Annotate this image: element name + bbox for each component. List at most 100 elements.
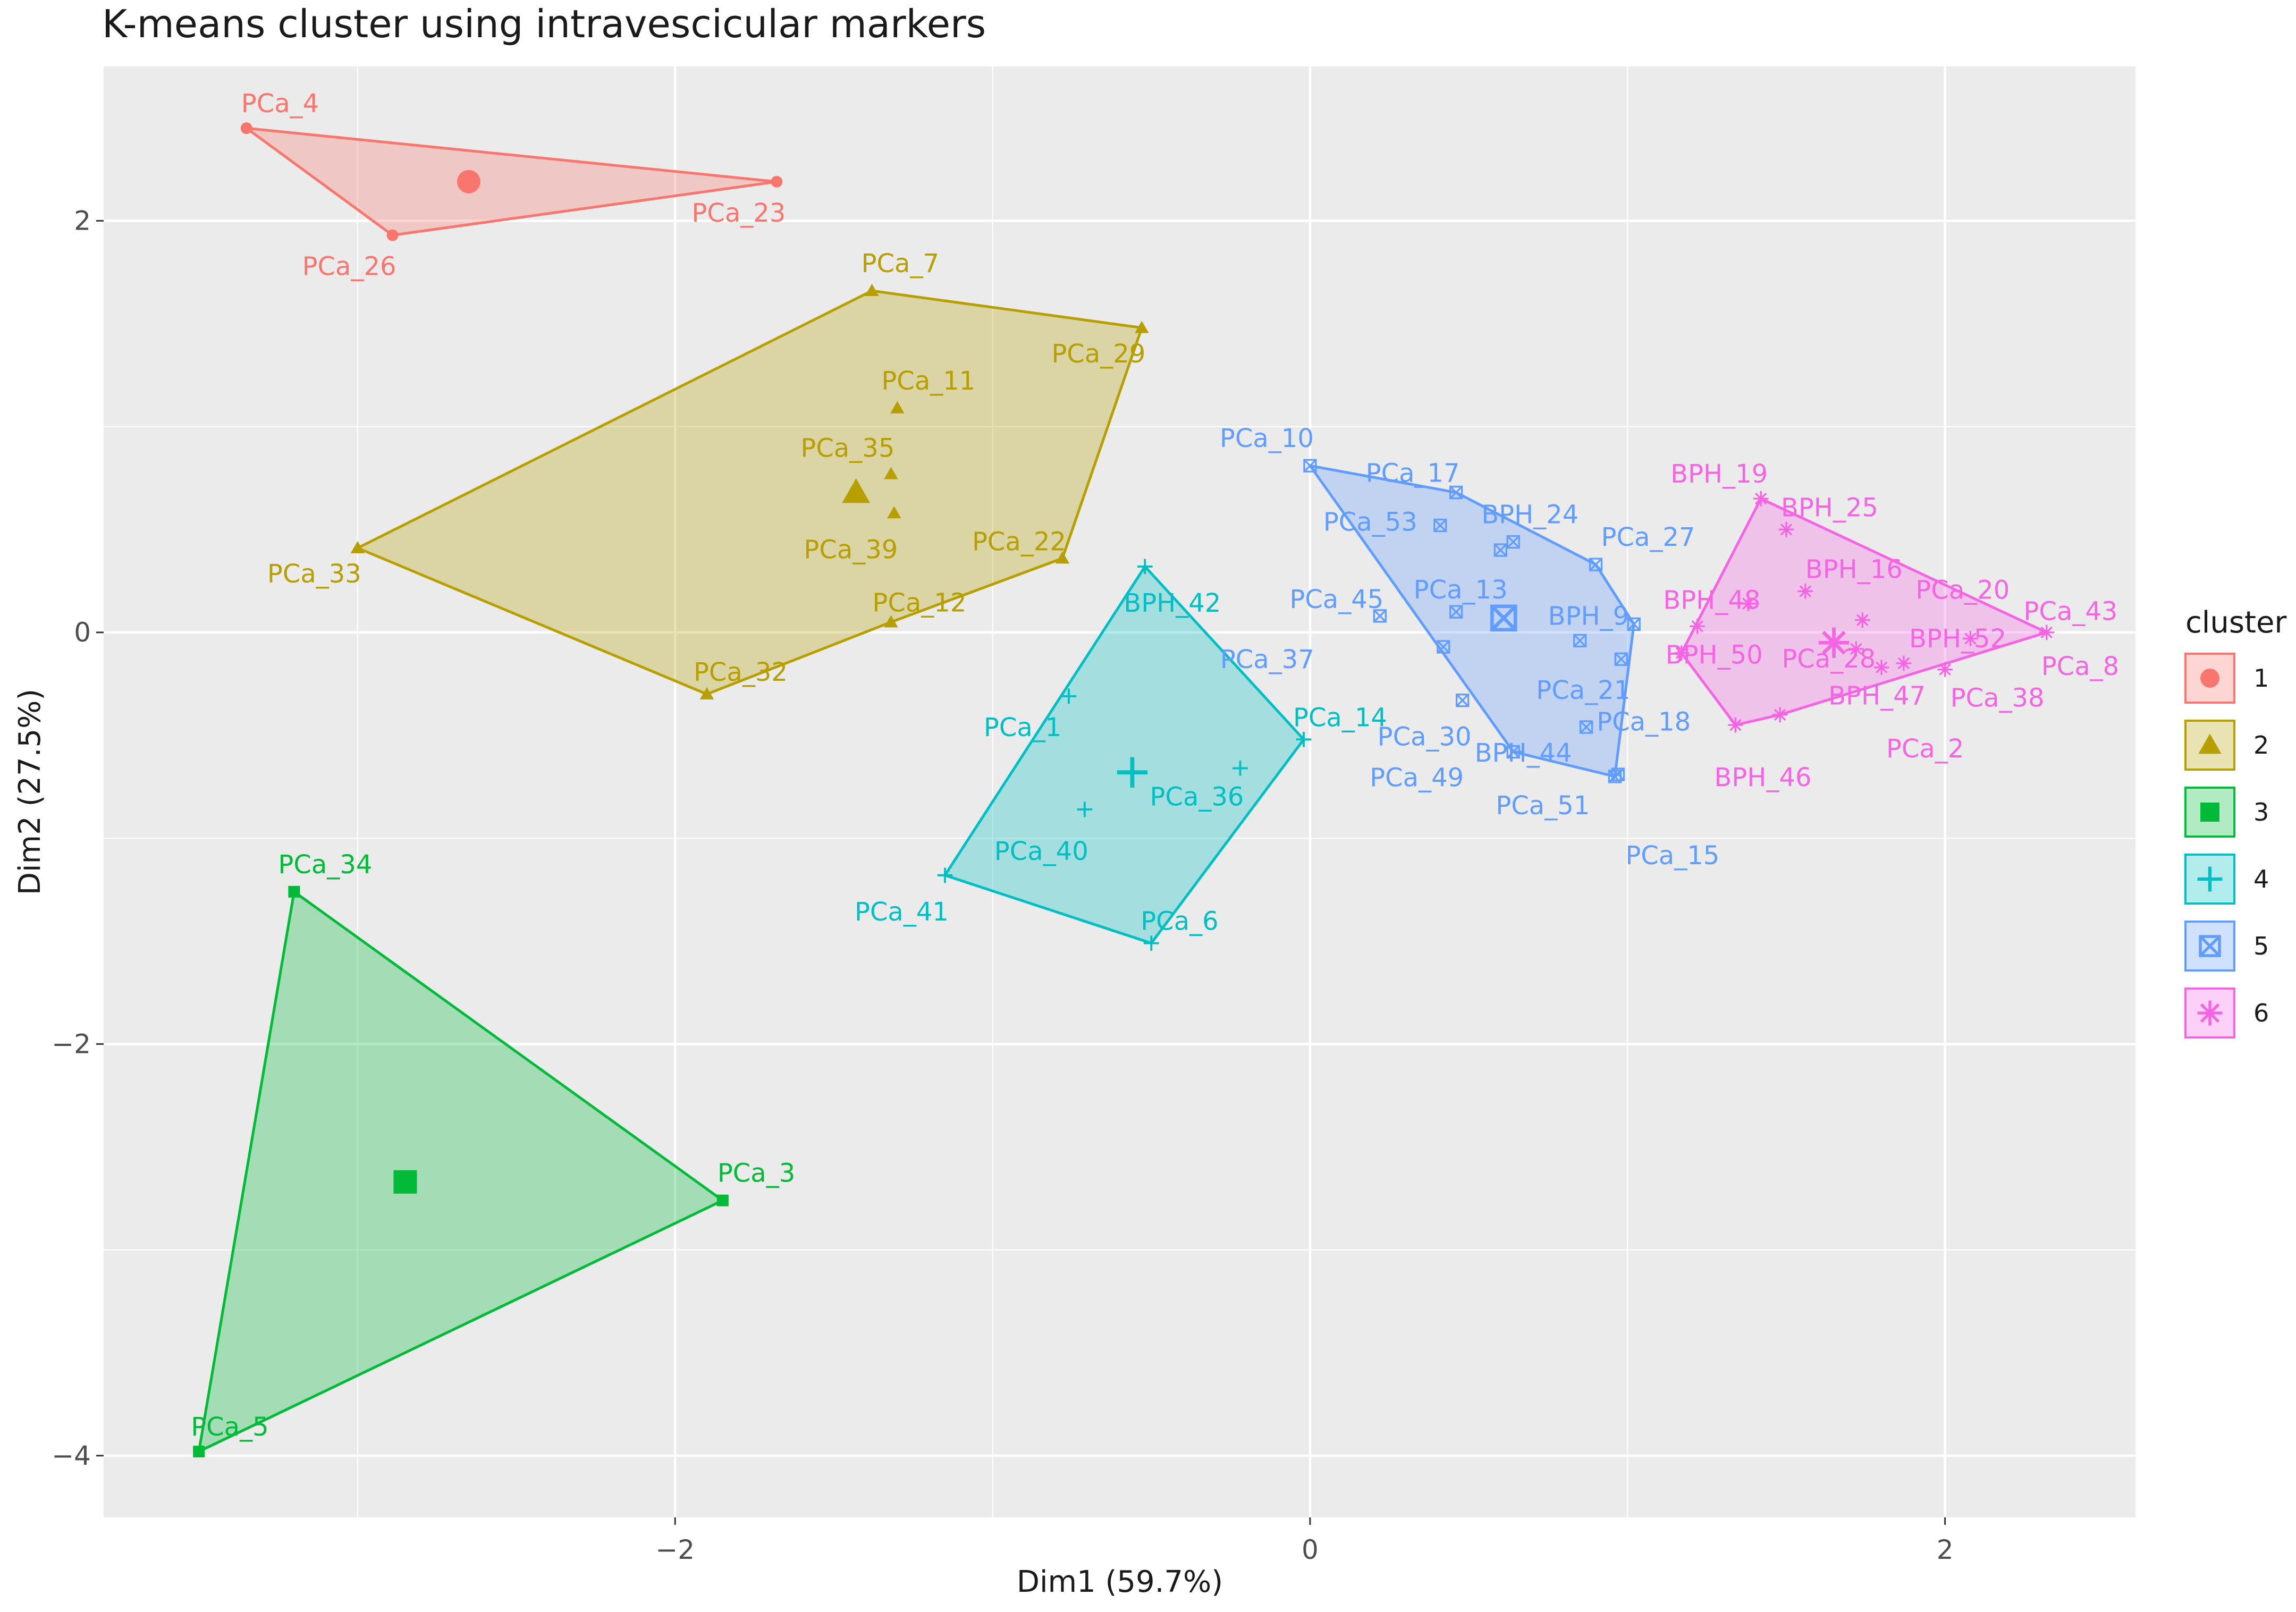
data-point <box>1077 801 1093 817</box>
point-label: BPH_16 <box>1805 554 1903 584</box>
data-point <box>1937 662 1953 677</box>
data-point <box>1896 655 1912 671</box>
data-point <box>1135 320 1149 333</box>
point-label: BPH_25 <box>1781 493 1878 522</box>
data-point <box>1143 935 1159 951</box>
x-axis-title: Dim1 (59.7%) <box>1017 1565 1223 1599</box>
legend-marker-6 <box>2197 1000 2223 1026</box>
point-labels: PCa_4 PCa_23 PCa_26 PCa_7 PCa_29 PCa_11 PCa_35… <box>191 89 2119 1442</box>
legend-key-2 <box>2184 720 2235 771</box>
legend-label-5: 5 <box>2253 932 2269 960</box>
point-label: BPH_47 <box>1828 681 1926 711</box>
legend-marker-5 <box>2199 935 2221 957</box>
y-tick-label: −2 <box>52 1028 91 1059</box>
data-point <box>1437 640 1450 654</box>
legend-marker-1 <box>2200 669 2219 688</box>
data-point <box>1614 652 1628 666</box>
data-point <box>1573 634 1587 648</box>
chart-title: K-means cluster using intravescicular ma… <box>102 2 986 46</box>
point-label: PCa_11 <box>881 366 975 396</box>
data-point <box>699 687 714 699</box>
data-point <box>1433 518 1447 533</box>
data-point <box>884 467 898 479</box>
point-label: PCa_23 <box>691 198 786 228</box>
data-point <box>1579 720 1593 734</box>
x-tick-label: 2 <box>1937 1534 1954 1565</box>
point-label: PCa_37 <box>1220 645 1314 674</box>
point-label: PCa_33 <box>267 559 361 589</box>
data-point <box>1854 612 1870 628</box>
cluster-center-6 <box>1818 627 1850 658</box>
point-label: PCa_53 <box>1323 508 1417 537</box>
point-label: PCa_22 <box>972 527 1066 556</box>
data-point <box>1797 584 1813 599</box>
data-point <box>1055 551 1070 564</box>
point-label: PCa_39 <box>804 535 898 564</box>
point-label: PCa_14 <box>1293 703 1387 732</box>
data-point <box>1873 660 1889 676</box>
cluster-center-1 <box>457 170 480 193</box>
point-label: BPH_44 <box>1475 738 1572 768</box>
data-point <box>288 885 300 898</box>
point-label: PCa_3 <box>718 1159 795 1188</box>
data-point <box>1778 521 1794 537</box>
data-point <box>1772 707 1788 723</box>
legend-label-4: 4 <box>2253 865 2269 893</box>
data-point <box>1963 631 1978 646</box>
point-label: BPH_42 <box>1124 588 1221 618</box>
point-label: PCa_17 <box>1366 459 1460 488</box>
point-label: BPH_24 <box>1481 500 1578 530</box>
cluster-center-5 <box>1490 604 1517 632</box>
point-label: PCa_4 <box>241 89 319 119</box>
point-label: PCa_8 <box>2041 652 2119 681</box>
point-label: PCa_40 <box>994 837 1088 866</box>
point-label: PCa_29 <box>1051 339 1145 369</box>
data-point <box>887 506 901 519</box>
point-label: PCa_2 <box>1886 734 1964 764</box>
point-label: PCa_20 <box>1915 576 2010 605</box>
point-label: PCa_38 <box>1951 683 2045 713</box>
point-label: PCa_43 <box>2023 597 2117 627</box>
data-point <box>1690 618 1705 634</box>
data-point <box>350 541 365 554</box>
point-label: PCa_35 <box>800 434 894 463</box>
y-tick-label: 2 <box>74 205 91 236</box>
point-label: PCa_5 <box>191 1412 268 1442</box>
x-tick-label: 0 <box>1302 1534 1319 1565</box>
point-label: PCa_34 <box>278 850 372 880</box>
data-point <box>1296 731 1312 747</box>
plot-panel <box>104 66 2135 1517</box>
point-label: PCa_27 <box>1601 522 1695 552</box>
cluster-hull-6 <box>1680 497 2048 727</box>
point-label: PCa_26 <box>302 252 396 282</box>
point-label: BPH_52 <box>1909 624 2006 654</box>
data-point <box>1753 491 1769 507</box>
y-axis-title: Dim2 (27.5%) <box>13 689 47 895</box>
y-tick-label: −4 <box>52 1440 91 1471</box>
data-point <box>1061 688 1077 704</box>
legend-label-6: 6 <box>2253 999 2269 1027</box>
point-label: PCa_49 <box>1370 763 1464 792</box>
point-label: PCa_1 <box>984 713 1061 742</box>
data-point <box>2039 624 2055 640</box>
point-label: BPH_48 <box>1663 586 1760 615</box>
cluster-hulls <box>197 126 2048 1453</box>
point-label: BPH_46 <box>1714 763 1811 792</box>
legend-label-2: 2 <box>2253 731 2269 759</box>
data-point <box>1449 485 1463 500</box>
data-point <box>716 1194 729 1206</box>
data-point <box>1449 605 1463 619</box>
data-point <box>1303 459 1317 472</box>
point-label: PCa_51 <box>1496 791 1590 821</box>
x-axis-ticks: −2 0 2 <box>655 1517 1954 1565</box>
data-point <box>1589 558 1603 571</box>
cluster-hull-1 <box>245 126 778 237</box>
legend-label-3: 3 <box>2253 798 2269 826</box>
legend-marker-2 <box>2198 733 2222 754</box>
legend-marker-3 <box>2200 803 2219 822</box>
data-point <box>1373 609 1387 623</box>
data-point <box>771 175 783 188</box>
point-label: PCa_28 <box>1782 644 1876 674</box>
cluster-center-3 <box>393 1170 417 1194</box>
